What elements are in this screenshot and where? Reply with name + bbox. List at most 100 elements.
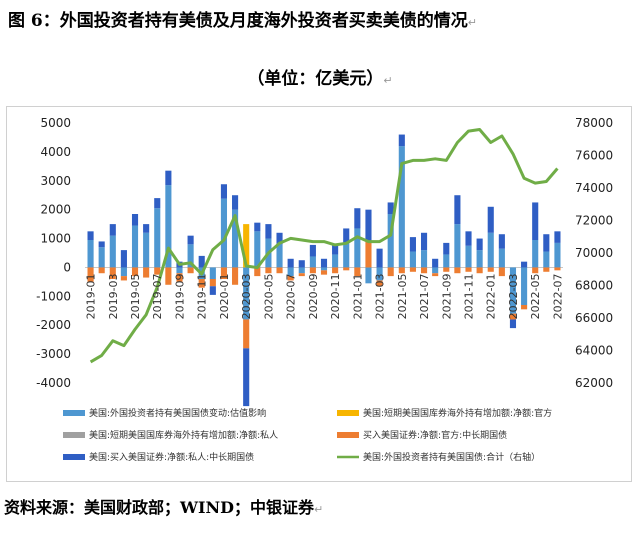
x-tick-label: 2021-05: [396, 273, 409, 319]
legend-label: 美国:买入美国证券:净额:私人:中长期国债: [89, 451, 254, 463]
bar: [320, 270, 328, 275]
bar: [276, 267, 283, 274]
x-tick-label: 2019-11: [196, 273, 209, 319]
chart-frame: -4000 -3000 -2000 -1000 0 1000 2000 3000 4000 500…: [6, 106, 632, 482]
bar: [476, 250, 483, 268]
x-tick-label: 2020-11: [329, 273, 342, 319]
legend-label: 美国:外国投资者持有美国国债变动:估值影响: [89, 407, 266, 419]
bar: [465, 267, 472, 272]
bar: [532, 202, 539, 240]
bar: [365, 267, 372, 284]
total-holdings-line: [89, 128, 559, 364]
bar: [143, 267, 150, 278]
bar: [498, 267, 505, 277]
bar: [232, 209, 239, 268]
legend-label: 美国:短期美国国库券海外持有增加额:净额:官方: [363, 407, 552, 419]
bar: [332, 267, 339, 274]
bar: [298, 273, 305, 277]
bar: [543, 234, 550, 252]
bar: [354, 228, 361, 268]
bar: [154, 208, 161, 268]
bar: [320, 267, 328, 271]
figure-subtitle: （单位：亿美元）↵: [0, 64, 640, 89]
x-tick-label: 2019-05: [129, 273, 142, 319]
bar: [532, 240, 539, 268]
bar: [532, 267, 539, 274]
bar: [398, 146, 405, 268]
bar: [120, 267, 127, 277]
bar: [87, 240, 94, 268]
bar: [87, 267, 94, 282]
paragraph-mark: ↵: [313, 503, 324, 516]
bar: [276, 244, 283, 268]
x-tick-label: 2019-01: [85, 273, 98, 319]
bar: [254, 231, 261, 268]
bar: [343, 242, 350, 268]
x-tick-label: 2021-07: [418, 273, 431, 319]
bar: [509, 319, 517, 329]
bar: [209, 279, 216, 287]
bar: [543, 267, 550, 272]
bar: [487, 267, 494, 272]
bar: [432, 258, 439, 268]
bar: [454, 224, 461, 268]
bar: [98, 267, 105, 274]
y-left-tick-label: 5000: [40, 116, 71, 130]
legend-label: 美国:外国投资者持有美国国债:合计（右轴）: [363, 451, 540, 463]
source-note: 资料来源：美国财政部；WIND；中银证券↵: [4, 494, 323, 518]
bar: [498, 234, 505, 249]
bar: [276, 232, 283, 245]
bar: [498, 248, 505, 268]
bar: [165, 170, 172, 186]
bar: [387, 214, 394, 268]
bar: [287, 267, 294, 277]
bar: [465, 245, 472, 268]
bar: [332, 254, 339, 268]
y-left-tick-label: -1000: [36, 289, 71, 303]
bar: [376, 248, 383, 268]
bar: [298, 260, 305, 268]
bar: [365, 209, 372, 242]
bar: [198, 255, 205, 268]
bar: [320, 258, 328, 268]
legend-swatch: [63, 410, 85, 416]
bar: [409, 251, 416, 268]
bar: [409, 237, 416, 252]
bar: [476, 238, 483, 251]
bar: [154, 198, 161, 209]
source-text: 资料来源：美国财政部；WIND；中银证券: [4, 498, 314, 517]
bar: [521, 267, 528, 305]
bar: [554, 267, 561, 271]
x-tick-label: 2020-01: [218, 273, 231, 319]
y-right-tick-label: 78000: [575, 116, 613, 130]
y-right-tick-label: 76000: [575, 149, 613, 163]
bar: [465, 231, 472, 246]
bar: [232, 267, 239, 285]
bar: [287, 276, 294, 281]
x-tick-label: 2020-07: [285, 273, 298, 319]
bar: [521, 305, 528, 310]
bar: [309, 244, 316, 257]
bar: [365, 241, 372, 268]
x-tick-label: 2019-09: [173, 273, 186, 319]
bar: [120, 276, 127, 281]
bar: [109, 224, 116, 236]
bar: [509, 313, 517, 320]
y-left-tick-label: 2000: [40, 203, 71, 217]
bar: [220, 184, 228, 199]
bar: [420, 250, 428, 268]
x-tick-label: 2021-03: [374, 273, 387, 319]
bar: [120, 250, 127, 268]
bar: [487, 232, 494, 268]
bar: [176, 273, 183, 282]
y-left-tick-label: 0: [63, 260, 71, 274]
bar: [387, 202, 394, 214]
figure-subtitle-text: （单位：亿美元）: [247, 69, 384, 89]
bar: [343, 228, 350, 243]
bar: [220, 267, 228, 279]
legend-swatch: [337, 432, 359, 438]
x-tick-label: 2022-03: [507, 273, 520, 319]
bar: [243, 319, 250, 349]
legend-swatch: [63, 454, 85, 460]
y-left-tick-label: -3000: [36, 347, 71, 361]
